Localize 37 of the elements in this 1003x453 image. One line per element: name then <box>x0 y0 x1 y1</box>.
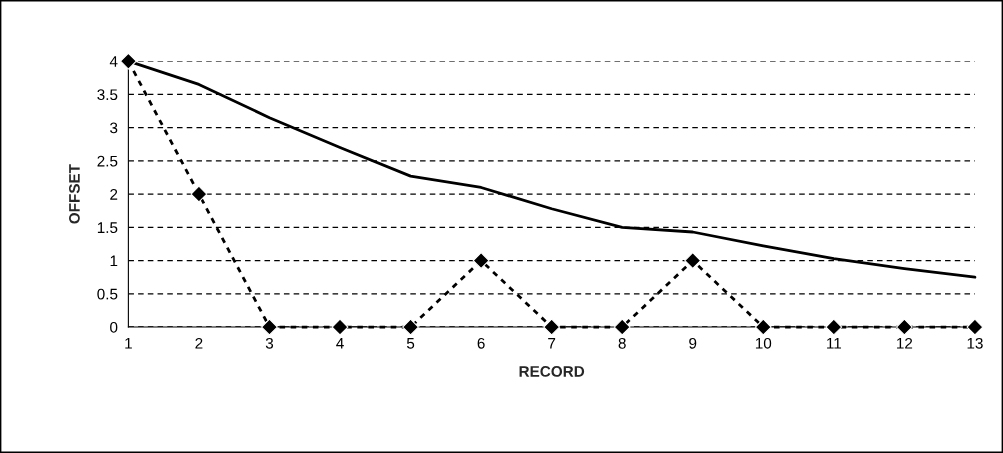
x-tick-label: 4 <box>336 338 344 349</box>
y-tick-label: 2.5 <box>97 155 118 167</box>
point <box>684 252 702 269</box>
x-tick-label: 9 <box>689 337 697 349</box>
x-axis-title: RECORD <box>519 366 585 377</box>
point <box>331 318 349 336</box>
y-tick-label: 3.5 <box>97 89 118 101</box>
x-tick-label: 6 <box>477 337 485 349</box>
x-tick-label: 7 <box>548 338 556 349</box>
point <box>402 318 419 336</box>
point <box>966 318 984 336</box>
x-tick-label: 8 <box>618 337 626 349</box>
x-tick-label: 13 <box>967 337 983 349</box>
point <box>613 318 631 336</box>
x-tick-label: 12 <box>897 337 913 349</box>
x-tick-label: 1 <box>125 338 132 349</box>
y-tick-label: 0 <box>110 321 118 333</box>
x-tick-label: 2 <box>195 337 203 349</box>
x-tick-label: 5 <box>406 338 415 349</box>
y-tick-label: 1 <box>110 255 118 267</box>
point <box>896 318 913 336</box>
y-tick-label: 4 <box>109 56 118 67</box>
y-tick-label: 1.5 <box>97 222 118 234</box>
y-tick-label: 3 <box>110 122 118 134</box>
y-tick-label: 0.5 <box>97 288 118 300</box>
point <box>261 318 278 336</box>
x-tick-label: 3 <box>265 337 274 349</box>
point <box>190 185 208 203</box>
point <box>543 318 561 336</box>
y-tick-label: 2 <box>110 188 118 200</box>
point <box>472 252 490 269</box>
point <box>120 52 137 70</box>
point <box>825 318 843 336</box>
x-tick-label: 10 <box>755 337 772 349</box>
point <box>754 318 772 336</box>
x-tick-label: 11 <box>827 338 842 349</box>
y-axis-title: OFFSET <box>69 164 80 224</box>
